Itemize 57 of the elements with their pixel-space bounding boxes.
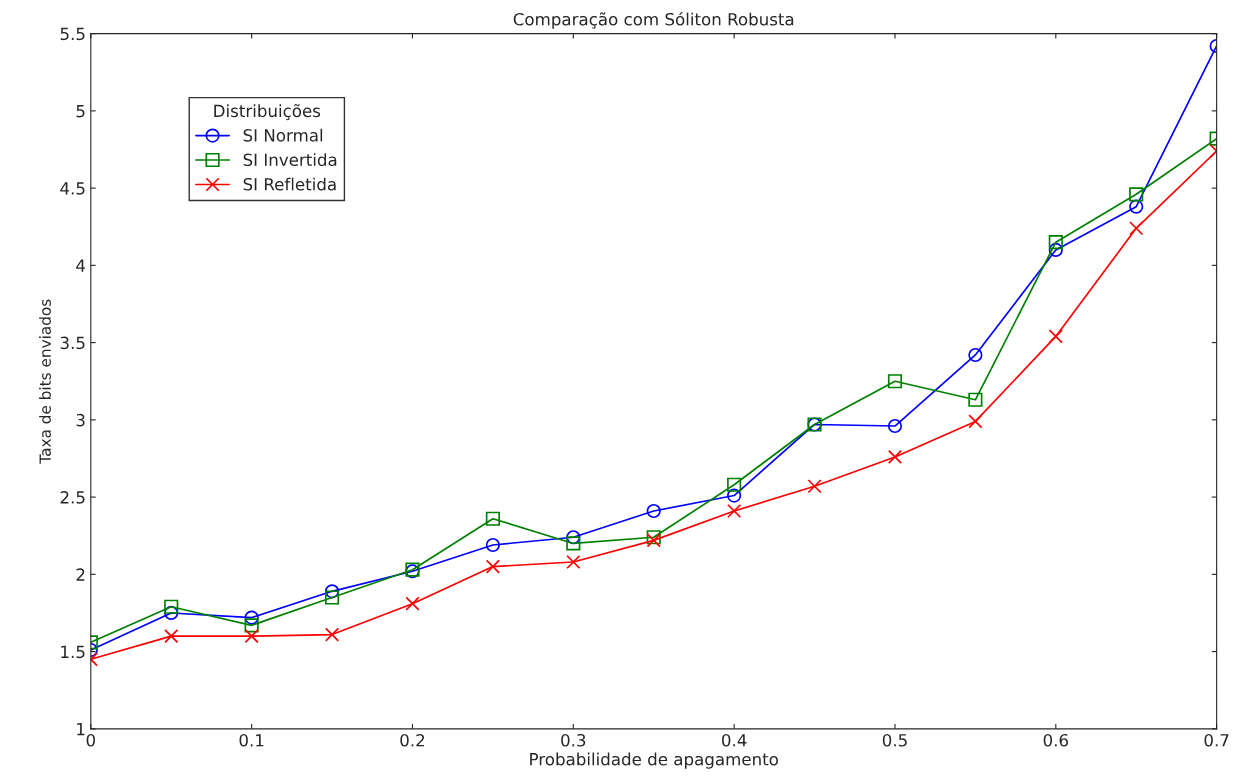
x-tick-label: 0.7: [1204, 733, 1229, 747]
point: [1129, 187, 1144, 202]
point: [1048, 242, 1063, 257]
legend-title: Distribuições: [214, 103, 321, 121]
x-tick-label: 0.1: [239, 733, 264, 747]
point: [244, 629, 259, 644]
point: [968, 414, 983, 429]
chart-title: Comparação com Sóliton Robusta: [513, 11, 794, 29]
y-tick-label: 1.5: [61, 645, 85, 659]
point: [566, 554, 581, 570]
point: [807, 479, 822, 494]
point: [727, 503, 742, 519]
x-tick-label: 0.3: [561, 733, 586, 747]
x-tick-label: 0.6: [1043, 733, 1068, 747]
y-axis-title: Taxa de bits enviados: [39, 299, 51, 464]
point: [566, 536, 581, 551]
y-tick-label: 4.5: [60, 182, 85, 195]
point: [887, 449, 903, 465]
y-tick-label: 5: [76, 105, 85, 118]
y-tick-label: 3: [76, 413, 85, 427]
point: [164, 599, 179, 614]
point: [727, 477, 742, 492]
point: [485, 511, 500, 526]
point: [324, 584, 340, 599]
point: [405, 596, 420, 611]
point: [244, 610, 259, 625]
x-axis-title: Probabilidade de apagamento: [530, 752, 778, 769]
point: [244, 618, 259, 633]
legend-label: SI Invertida: [243, 153, 337, 167]
legend-label: SI Refletida: [243, 177, 336, 191]
x-tick-label: 0.5: [882, 733, 907, 747]
point: [164, 605, 179, 621]
y-tick-label: 4: [76, 259, 86, 272]
point: [1129, 199, 1144, 214]
y-tick-label: 3.5: [60, 336, 85, 350]
point: [887, 374, 903, 389]
point: [646, 503, 661, 519]
point: [164, 629, 179, 644]
point: [485, 559, 500, 574]
point: [1129, 221, 1144, 236]
point: [324, 590, 340, 605]
y-tick-label: 2.5: [60, 491, 85, 504]
point: [1048, 235, 1063, 250]
x-tick-label: 0.2: [400, 733, 425, 747]
point: [968, 392, 983, 407]
x-tick-label: 0.4: [721, 733, 747, 747]
point: [324, 627, 340, 642]
point: [485, 537, 500, 553]
legend-label: SI Normal: [243, 128, 323, 142]
point: [887, 418, 903, 434]
point: [968, 347, 983, 363]
x-tick-label: 0: [86, 733, 96, 747]
point: [1048, 329, 1063, 344]
y-tick-label: 5.5: [60, 27, 85, 41]
y-tick-label: 1: [77, 723, 85, 736]
point: [727, 488, 742, 503]
y-tick-label: 2: [76, 568, 85, 581]
